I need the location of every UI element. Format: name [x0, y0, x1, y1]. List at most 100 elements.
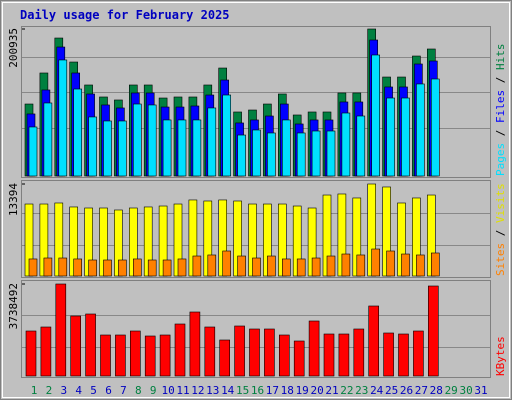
- bar: [293, 340, 305, 377]
- legend: Sites / Visits: [494, 183, 507, 276]
- bar: [267, 255, 276, 277]
- bar: [103, 259, 112, 277]
- bar: [189, 311, 201, 377]
- bar: [115, 334, 126, 377]
- bar: [252, 129, 261, 177]
- bar: [311, 130, 321, 177]
- bar: [43, 257, 53, 277]
- bar: [100, 334, 111, 377]
- bar: [55, 283, 67, 377]
- x-tick-label: 25: [385, 384, 398, 397]
- bar: [281, 119, 291, 177]
- bar: [103, 120, 112, 177]
- x-tick-label: 22: [340, 384, 353, 397]
- bar: [25, 330, 37, 377]
- bar: [118, 259, 127, 277]
- bar: [338, 333, 350, 377]
- chart-title: Daily usage for February 2025: [20, 8, 230, 22]
- x-tick-label: 29: [445, 384, 458, 397]
- bar: [296, 258, 306, 277]
- bar: [296, 132, 306, 177]
- bar: [88, 259, 97, 277]
- x-tick-label: 26: [400, 384, 413, 397]
- x-tick-label: 19: [296, 384, 309, 397]
- bar: [311, 257, 321, 277]
- bar: [133, 103, 142, 177]
- bar: [70, 315, 81, 377]
- bar: [207, 107, 217, 177]
- bar: [144, 335, 156, 377]
- bar: [386, 97, 395, 177]
- y-tick-label: 13394: [7, 183, 20, 216]
- bar: [267, 132, 276, 177]
- bar: [237, 134, 246, 177]
- bar: [249, 328, 260, 377]
- bar: [192, 119, 202, 177]
- bar: [43, 102, 53, 177]
- x-tick-label: 21: [325, 384, 338, 397]
- x-tick-label: 23: [355, 384, 368, 397]
- bar: [130, 330, 141, 377]
- bar: [401, 97, 410, 177]
- bar: [356, 115, 366, 177]
- bar: [368, 305, 380, 377]
- x-tick-label: 13: [206, 384, 219, 397]
- bar: [28, 258, 38, 277]
- x-tick-label: 2: [46, 384, 53, 397]
- legend-entry: KBytes: [494, 336, 507, 376]
- x-tick-label: 27: [415, 384, 428, 397]
- bar: [383, 332, 394, 377]
- bar: [430, 78, 440, 177]
- bar: [159, 334, 171, 377]
- x-tick-label: 24: [370, 384, 384, 397]
- bar: [222, 94, 231, 177]
- x-tick-label: 9: [150, 384, 157, 397]
- bar: [222, 250, 231, 277]
- bar: [234, 325, 245, 377]
- bar: [174, 323, 186, 377]
- bar: [323, 333, 335, 377]
- bar: [58, 257, 68, 277]
- x-tick-label: 4: [75, 384, 82, 397]
- x-tick-label: 12: [191, 384, 204, 397]
- legend-entry: Pages: [494, 143, 507, 176]
- x-tick-label: 10: [161, 384, 174, 397]
- legend-entry: Sites: [494, 243, 507, 276]
- x-tick-label: 15: [236, 384, 249, 397]
- bar: [73, 258, 82, 277]
- bar: [371, 54, 381, 177]
- bar: [58, 59, 68, 177]
- bar: [430, 252, 440, 277]
- bar: [147, 259, 157, 277]
- bar: [386, 250, 395, 277]
- bar: [326, 255, 336, 277]
- bar: [427, 285, 439, 377]
- bar: [118, 120, 127, 177]
- legend-entry: Hits: [494, 44, 507, 71]
- y-tick-label: 200935: [7, 28, 20, 68]
- x-tick-label: 3: [60, 384, 67, 397]
- bar: [416, 83, 425, 177]
- x-tick-label: 16: [251, 384, 264, 397]
- x-tick-label: 14: [221, 384, 235, 397]
- bar: [85, 313, 96, 377]
- bar: [40, 326, 52, 377]
- bar: [252, 257, 261, 277]
- x-tick-label: 18: [281, 384, 294, 397]
- x-tick-label: 6: [105, 384, 112, 397]
- y-tick-label: 3738492: [7, 283, 20, 329]
- bar: [192, 255, 202, 277]
- bar: [356, 254, 366, 277]
- bar: [398, 333, 409, 377]
- x-tick-label: 1: [31, 384, 38, 397]
- bar: [162, 119, 172, 177]
- bar: [147, 104, 157, 177]
- bar: [28, 126, 38, 177]
- legend-entry: Files: [494, 90, 507, 123]
- x-tick-label: 17: [266, 384, 279, 397]
- bar: [73, 88, 82, 177]
- bar: [308, 320, 320, 377]
- bar: [281, 258, 291, 277]
